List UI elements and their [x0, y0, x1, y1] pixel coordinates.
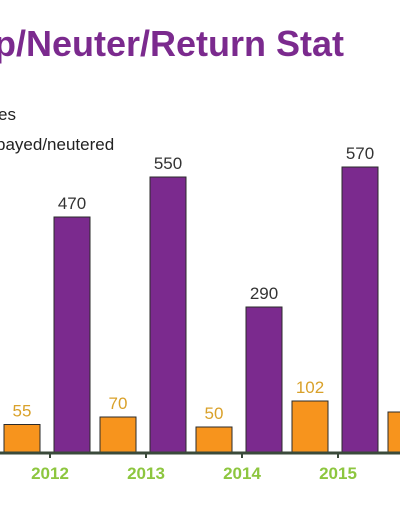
bar-value-label-purple-3: 570	[346, 144, 374, 163]
x-tick-label-1: 2013	[127, 464, 165, 483]
bar-value-label-orange-0: 55	[13, 402, 32, 421]
bar-orange-0	[3, 424, 41, 453]
bar-orange-3	[291, 400, 329, 453]
x-tick-label-2: 2014	[223, 464, 261, 483]
bar-purple-3	[341, 166, 379, 453]
chart-title: p/Neuter/Return Stat	[0, 23, 344, 64]
bar-value-label-purple-1: 550	[154, 154, 182, 173]
x-tick-label-0: 2012	[31, 464, 69, 483]
bar-purple-1	[149, 176, 187, 453]
legend-label-orange: es	[0, 105, 16, 124]
bar-value-label-orange-3: 102	[296, 378, 324, 397]
x-ticks-layer: 2012 2013 2014 2015	[31, 452, 357, 483]
bar-purple-0	[53, 216, 91, 453]
bar-orange-2	[195, 426, 233, 453]
bar-labels-layer: 5570501028470550290570	[13, 144, 375, 423]
x-tick-label-3: 2015	[319, 464, 357, 483]
bar-orange-4	[387, 411, 400, 453]
bar-value-label-orange-1: 70	[109, 394, 128, 413]
bar-value-label-purple-0: 470	[58, 194, 86, 213]
bar-purple-2	[245, 306, 283, 453]
legend-label-purple: payed/neutered	[0, 135, 114, 154]
bar-orange-1	[99, 416, 137, 453]
bar-value-label-orange-2: 50	[205, 404, 224, 423]
bar-value-label-purple-2: 290	[250, 284, 278, 303]
bars-layer	[3, 166, 400, 453]
